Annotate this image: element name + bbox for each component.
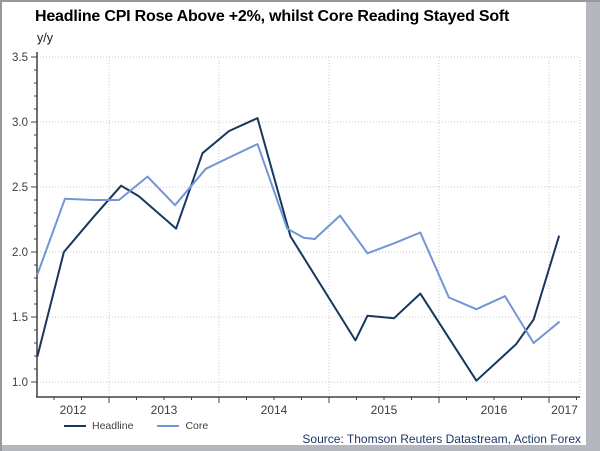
series-line-core (36, 143, 560, 344)
legend-line-swatch (64, 425, 86, 427)
x-tick-label: 2012 (60, 403, 87, 417)
y-tick-label: 3.0 (12, 117, 28, 129)
legend-label: Core (185, 420, 209, 432)
y-tick-label: 1.0 (12, 377, 28, 389)
y-tick-label: 3.5 (12, 52, 28, 64)
legend-entry-core: Core (157, 420, 208, 432)
series-line-headline (36, 117, 560, 382)
image-right-shadow (586, 2, 600, 451)
y-tick-label: 1.5 (12, 312, 28, 324)
legend: Headline Core (64, 420, 208, 432)
x-tick-label: 2015 (371, 403, 398, 417)
legend-line-swatch (157, 425, 180, 427)
y-tick-label: 2.0 (12, 247, 28, 259)
legend-label: Headline (92, 420, 134, 432)
x-tick-label: 2013 (151, 403, 178, 417)
y-tick-label: 2.5 (12, 182, 28, 194)
image-bottom-shadow (2, 445, 600, 451)
source-attribution: Source: Thomson Reuters Datastream, Acti… (302, 432, 581, 446)
y-axis-unit-label: y/y (37, 31, 53, 45)
x-tick-label: 2017 (551, 403, 578, 417)
x-tick-label: 2014 (261, 403, 288, 417)
legend-entry-headline: Headline (64, 420, 133, 432)
chart-title: Headline CPI Rose Above +2%, whilst Core… (35, 8, 510, 25)
x-tick-label: 2016 (481, 403, 508, 417)
